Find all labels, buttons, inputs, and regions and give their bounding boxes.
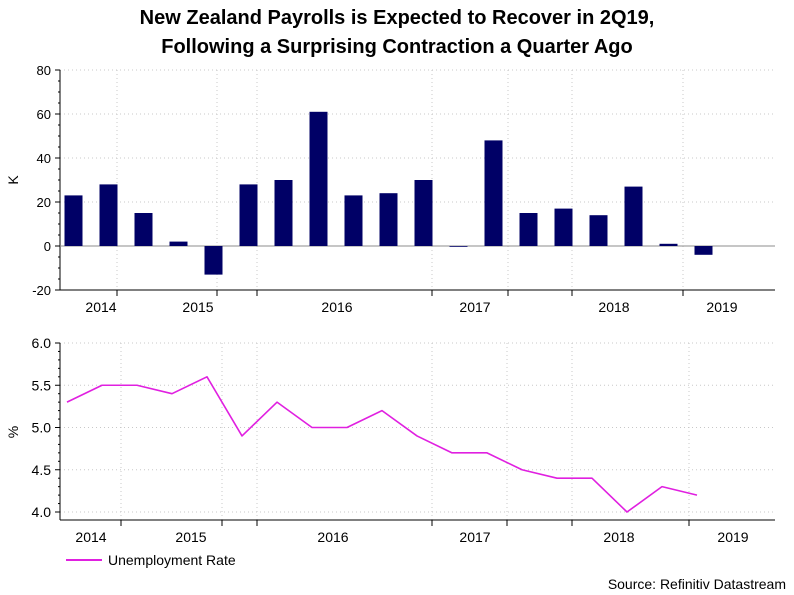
bar-y-tick-label: 60 [37, 107, 51, 122]
bar [414, 180, 433, 246]
bar [134, 213, 153, 246]
bar [344, 195, 363, 246]
chart-title: New Zealand Payrolls is Expected to Reco… [0, 4, 794, 62]
line-x-year-label: 2019 [717, 529, 748, 545]
line-x-year-label: 2018 [603, 529, 634, 545]
legend: Unemployment Rate [66, 552, 236, 568]
line-x-year-label: 2017 [459, 529, 490, 545]
line-y-tick-label: 6.0 [32, 335, 52, 351]
bar [169, 241, 188, 246]
bar [309, 111, 328, 246]
bar-y-tick-label: -20 [32, 283, 51, 298]
bar [239, 184, 258, 246]
source-note: Source: Refinitiv Datastream [607, 576, 786, 592]
bar [519, 213, 538, 246]
bar [694, 246, 713, 255]
bar-y-tick-label: 80 [37, 63, 51, 78]
title-line-1: New Zealand Payrolls is Expected to Reco… [139, 7, 655, 29]
bar-x-year-label: 2017 [459, 299, 490, 315]
bar [449, 246, 468, 247]
line-y-tick-label: 4.0 [32, 504, 52, 520]
bar-y-tick-label: 20 [37, 195, 51, 210]
bar-y-tick-label: 0 [44, 239, 51, 254]
line-x-year-label: 2015 [175, 529, 206, 545]
line-y-tick-label: 5.0 [32, 420, 52, 436]
line-y-tick-label: 5.5 [32, 377, 52, 393]
line-x-year-label: 2014 [75, 529, 106, 545]
bar-x-year-label: 2014 [85, 299, 116, 315]
bar-x-year-label: 2019 [706, 299, 737, 315]
bar [64, 195, 83, 246]
bar [204, 246, 223, 275]
bar-x-year-label: 2018 [598, 299, 629, 315]
line-y-tick-label: 4.5 [32, 462, 52, 478]
legend-label: Unemployment Rate [108, 552, 236, 568]
unemployment-series-line [66, 375, 698, 513]
bar [659, 243, 678, 246]
bar [99, 184, 118, 246]
bar [484, 140, 503, 246]
line-y-axis-label: % [5, 426, 21, 438]
bar [589, 215, 608, 246]
title-line-2: Following a Surprising Contraction a Qua… [161, 36, 633, 58]
bar [624, 186, 643, 246]
line-x-year-label: 2016 [317, 529, 348, 545]
bar-y-tick-label: 40 [37, 151, 51, 166]
bar-y-axis-label: K [5, 175, 21, 185]
bar [274, 180, 293, 246]
bar [554, 208, 573, 246]
bar-x-year-label: 2015 [182, 299, 213, 315]
bar [379, 193, 398, 246]
legend-line-swatch [66, 559, 102, 561]
bar-x-year-label: 2016 [321, 299, 352, 315]
